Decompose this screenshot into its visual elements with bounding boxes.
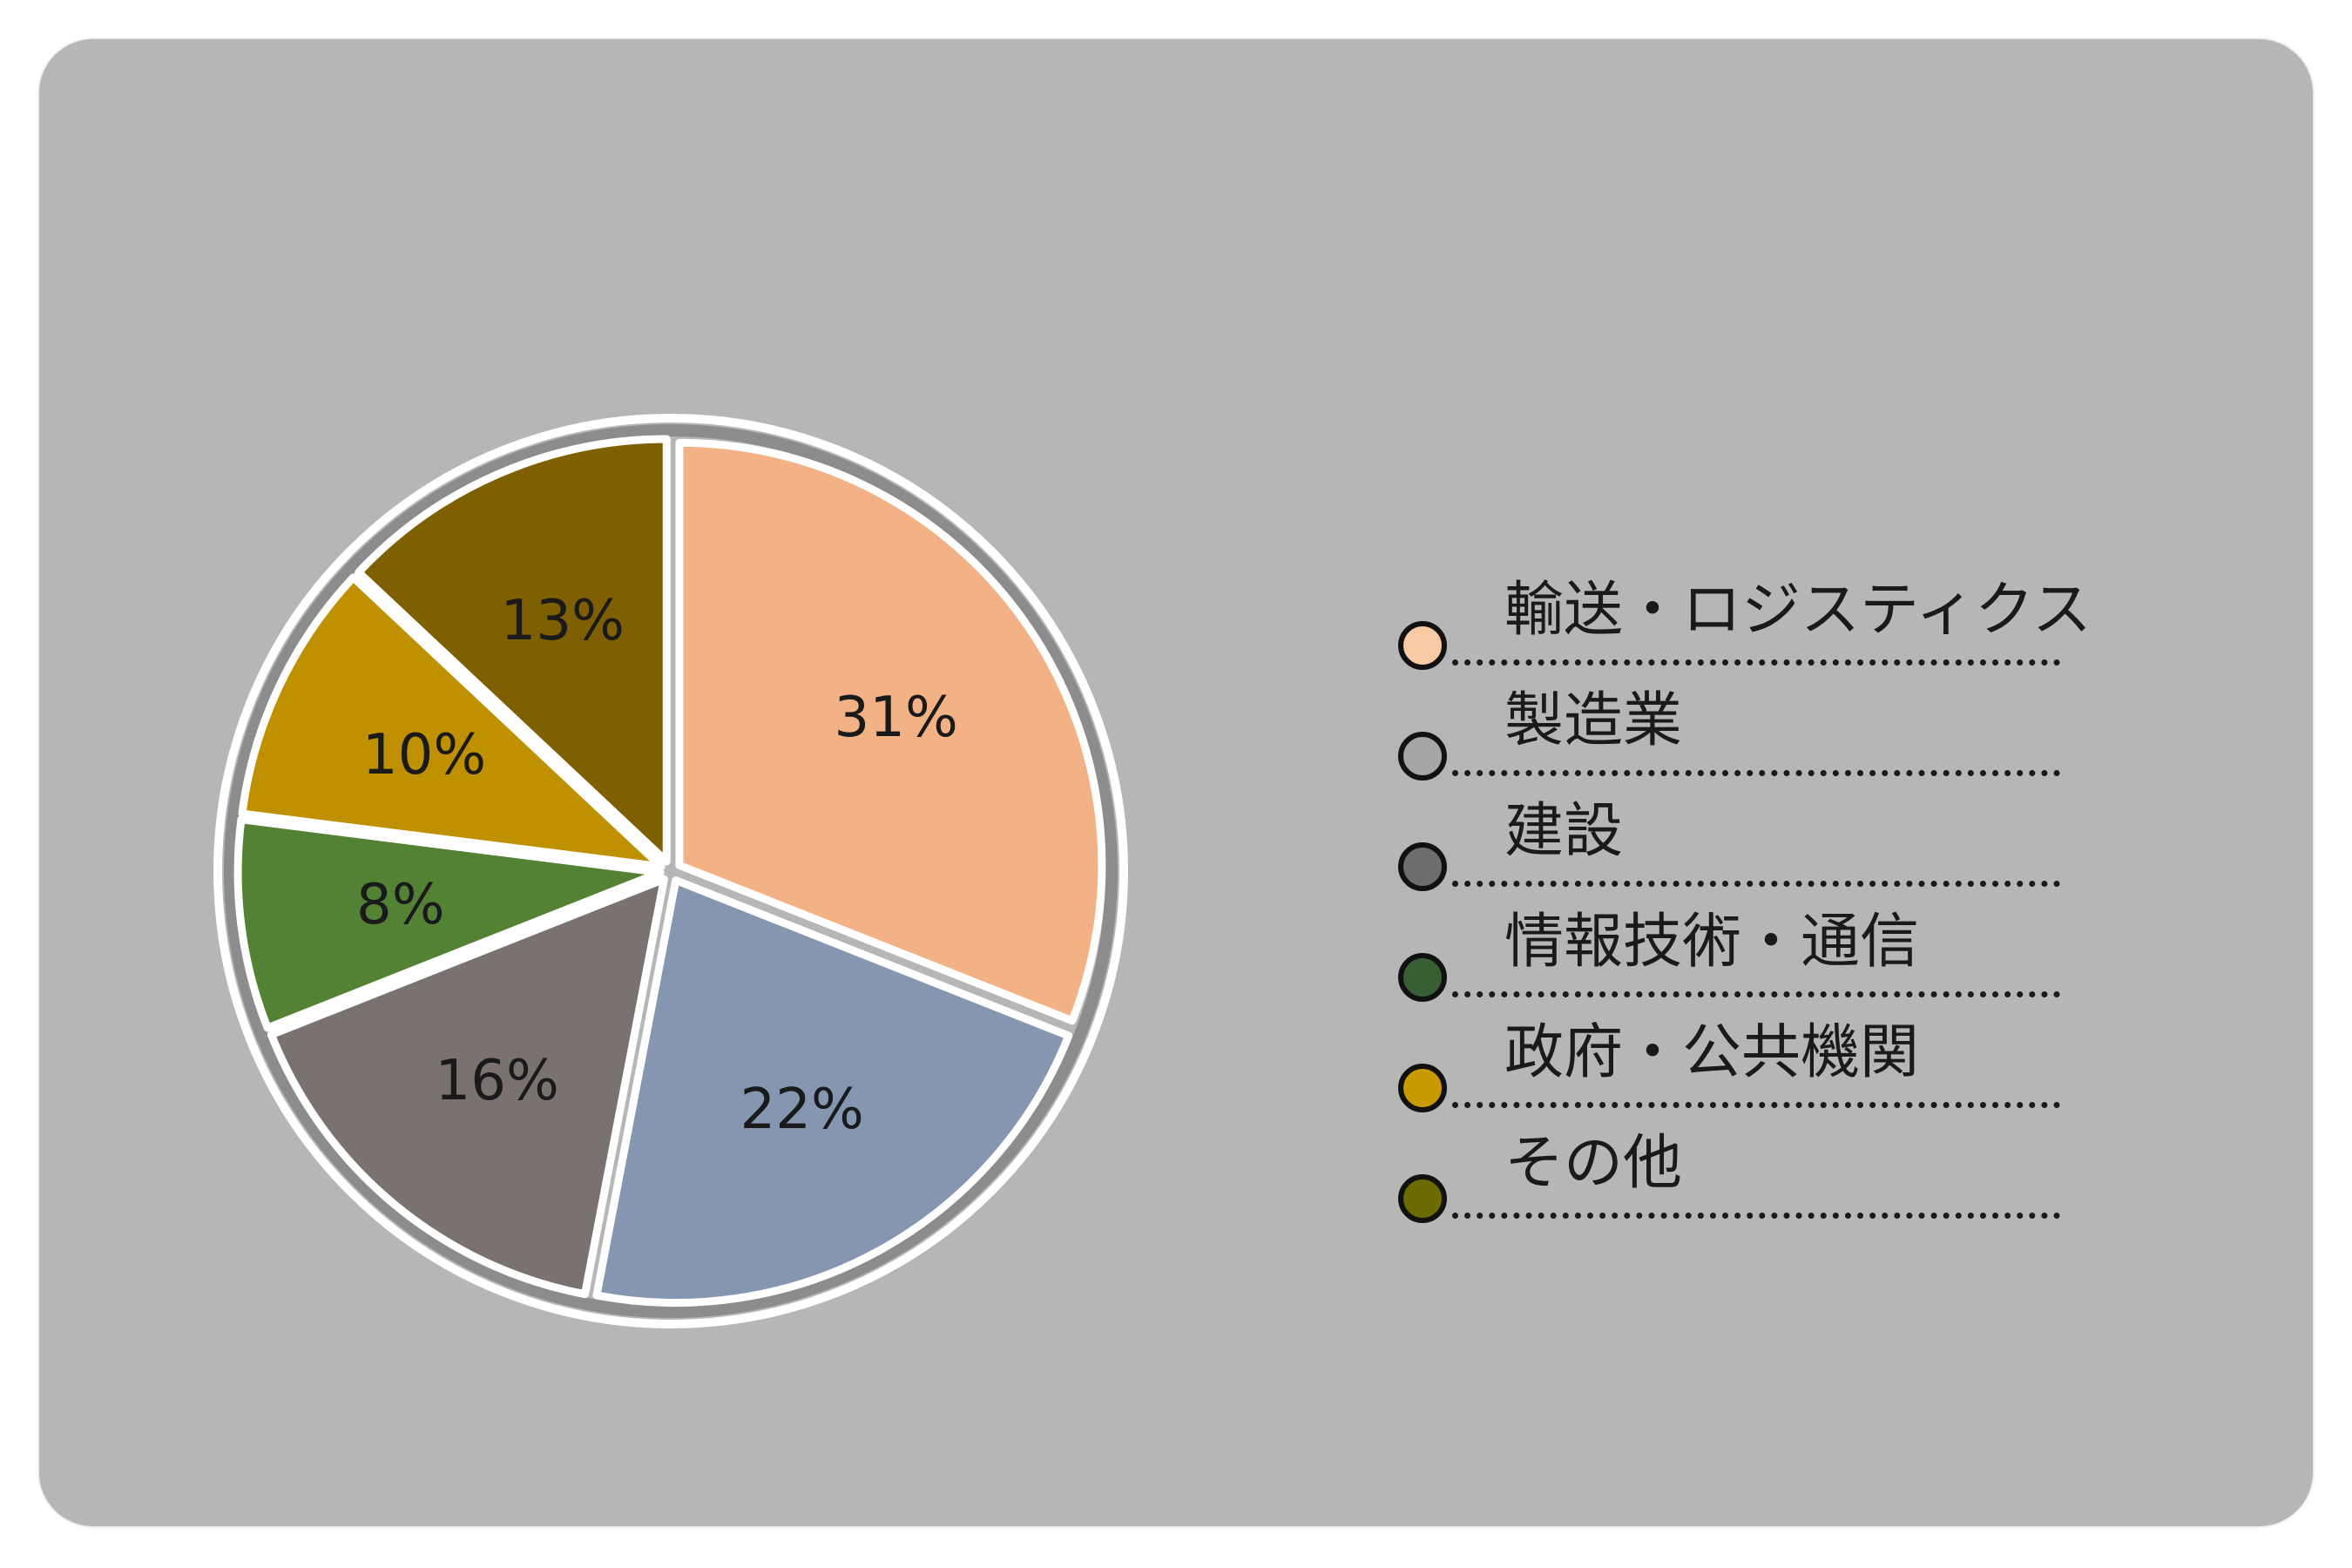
pie-chart: 31% 22% 16% 8% 10% 13%: [213, 414, 1128, 1328]
pie-data-label-other: 13%: [501, 589, 625, 653]
legend-leader-dots: [1452, 1213, 2060, 1219]
pie-slice-construction: [267, 875, 668, 1299]
pie-slice-other: [355, 435, 671, 866]
legend-marker-government: [1398, 1064, 1447, 1112]
legend-marker-other: [1398, 1174, 1447, 1223]
legend-item-construction: 建設: [1398, 797, 2060, 911]
pie-data-label-it-telecom: 8%: [356, 873, 445, 937]
pie-data-label-transport: 31%: [835, 686, 958, 750]
pie-outer-ring: [213, 414, 1128, 1328]
pie-data-label-government: 10%: [362, 723, 486, 787]
legend-leader-dots: [1452, 659, 2060, 666]
legend: 輸送・ロジスティクス 製造業 建設 情報技術・通信 政府・公共機関 その他: [1398, 576, 2092, 1243]
legend-marker-it-telecom: [1398, 953, 1447, 1002]
legend-label-government: 政府・公共機関: [1504, 1018, 1920, 1087]
legend-marker-transport: [1398, 621, 1447, 670]
legend-label-other: その他: [1504, 1129, 1683, 1198]
pie-data-label-construction: 16%: [436, 1049, 559, 1113]
legend-label-it-telecom: 情報技術・通信: [1504, 908, 1920, 977]
legend-item-manufacturing: 製造業: [1398, 686, 2060, 801]
pie-slice-manufacturing: [592, 876, 1073, 1308]
legend-marker-manufacturing: [1398, 732, 1447, 781]
legend-item-other: その他: [1398, 1129, 2060, 1243]
legend-leader-dots: [1452, 770, 2060, 776]
legend-leader-dots: [1452, 881, 2060, 887]
legend-marker-construction: [1398, 842, 1447, 891]
pie-data-label-manufacturing: 22%: [740, 1078, 864, 1142]
legend-leader-dots: [1452, 1102, 2060, 1108]
pie-group: 31% 22% 16% 8% 10% 13%: [213, 414, 1128, 1328]
legend-leader-dots: [1452, 991, 2060, 997]
legend-label-manufacturing: 製造業: [1504, 686, 1683, 755]
pie-slice-transport: [675, 438, 1106, 1025]
legend-item-it-telecom: 情報技術・通信: [1398, 908, 2060, 1022]
pie-slice-it-telecom: [233, 815, 665, 1032]
legend-item-transport: 輸送・ロジスティクス: [1398, 576, 2092, 690]
pie-slice-government: [238, 573, 666, 871]
legend-label-transport: 輸送・ロジスティクス: [1504, 576, 2092, 645]
chart-panel: 31% 22% 16% 8% 10% 13% 輸送・ロジスティクス 製造業 建設 情報技術…: [39, 39, 2313, 1526]
legend-label-construction: 建設: [1504, 797, 1624, 866]
legend-item-government: 政府・公共機関: [1398, 1018, 2060, 1132]
pie-ring-gap: [224, 424, 1118, 1318]
